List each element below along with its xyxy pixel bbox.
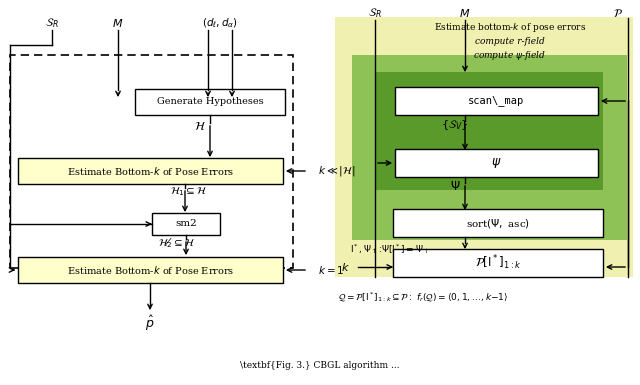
Text: $\mathcal{H}_2 \not\subseteq \mathcal{H}$: $\mathcal{H}_2 \not\subseteq \mathcal{H}… (158, 236, 195, 250)
Text: $\Psi$: $\Psi$ (450, 181, 460, 194)
Text: Estimate bottom-$k$ of pose errors: Estimate bottom-$k$ of pose errors (434, 20, 586, 33)
Text: $k$: $k$ (340, 261, 349, 273)
Bar (395, 149, 598, 177)
Bar (135, 89, 285, 115)
Bar (393, 249, 603, 277)
Text: \textbf{Fig. 3.} CBGL algorithm ...: \textbf{Fig. 3.} CBGL algorithm ... (240, 360, 400, 370)
Text: Estimate Bottom-$k$ of Pose Errors: Estimate Bottom-$k$ of Pose Errors (67, 264, 234, 276)
Text: sm2: sm2 (175, 219, 197, 229)
Bar (18, 158, 283, 184)
Bar (335, 17, 633, 277)
Text: $\mathrm{I}^*, \Psi_\uparrow\colon \Psi[\mathrm{I}^*] = \Psi_\uparrow$: $\mathrm{I}^*, \Psi_\uparrow\colon \Psi[… (350, 242, 429, 256)
Bar (152, 213, 220, 235)
Text: $\mathcal{Q} = \mathcal{P}[\mathrm{I}^*]_{1:k} \subseteq \mathcal{P}{:}\ f_r(\ma: $\mathcal{Q} = \mathcal{P}[\mathrm{I}^*]… (338, 290, 508, 304)
Text: $\mathcal{S}_R$: $\mathcal{S}_R$ (45, 16, 59, 30)
Text: $\psi$: $\psi$ (492, 156, 502, 170)
Text: $\mathcal{P}[\mathrm{I}^*]_{1:k}$: $\mathcal{P}[\mathrm{I}^*]_{1:k}$ (475, 254, 522, 272)
Text: compute r-field: compute r-field (475, 37, 545, 45)
Bar (375, 72, 603, 190)
Bar (18, 257, 283, 283)
Bar (352, 55, 627, 240)
Text: $\mathcal{P}$: $\mathcal{P}$ (613, 7, 623, 19)
Text: $\mathcal{H}$: $\mathcal{H}$ (194, 121, 206, 134)
Text: compute $\psi$-field: compute $\psi$-field (474, 49, 547, 62)
Bar (393, 209, 603, 237)
Bar (10, 55, 293, 268)
Text: $k=1$: $k=1$ (318, 264, 344, 276)
Text: $M$: $M$ (113, 17, 124, 29)
Text: $(d_{\ell}, d_{\alpha})$: $(d_{\ell}, d_{\alpha})$ (202, 16, 238, 30)
Text: $k \ll |\mathcal{H}|$: $k \ll |\mathcal{H}|$ (318, 164, 355, 178)
Text: sort$(\Psi,$ asc$)$: sort$(\Psi,$ asc$)$ (466, 216, 530, 229)
Text: Estimate Bottom-$k$ of Pose Errors: Estimate Bottom-$k$ of Pose Errors (67, 165, 234, 177)
Text: $\{\mathcal{S}_V\}$: $\{\mathcal{S}_V\}$ (441, 118, 469, 132)
Text: scan\_map: scan\_map (468, 95, 525, 107)
Bar (395, 87, 598, 115)
Text: $M$: $M$ (460, 7, 470, 19)
Text: Generate Hypotheses: Generate Hypotheses (157, 97, 263, 107)
Text: $\hat{p}$: $\hat{p}$ (145, 313, 155, 333)
Text: $\mathcal{H}_1 \subseteq \mathcal{H}$: $\mathcal{H}_1 \subseteq \mathcal{H}$ (170, 186, 207, 198)
Text: $\mathcal{S}_R$: $\mathcal{S}_R$ (368, 6, 382, 20)
